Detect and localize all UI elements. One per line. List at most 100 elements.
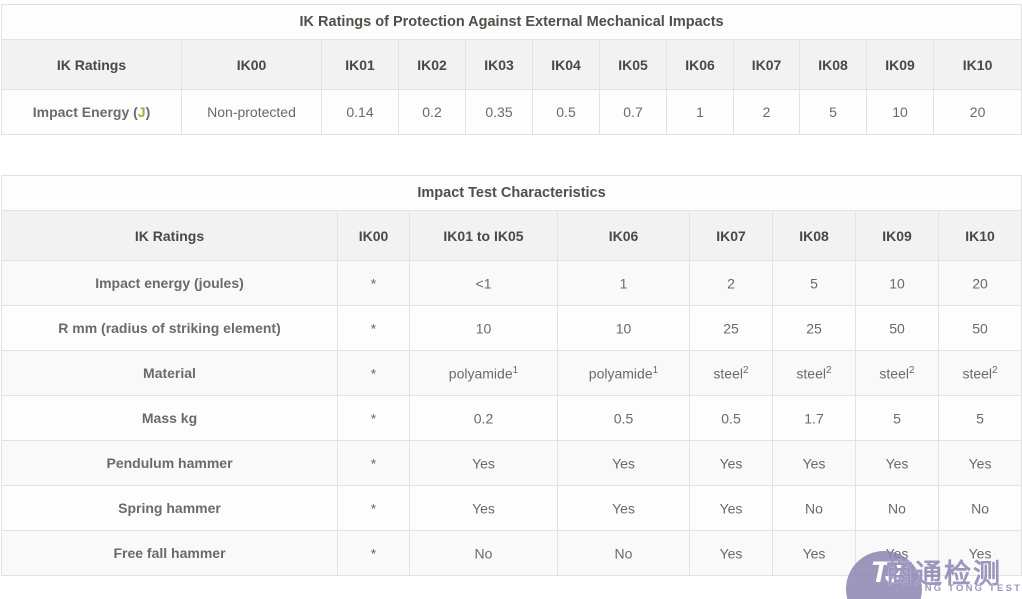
row-label: Impact energy (joules) <box>1 260 338 306</box>
table1-header-row: IK Ratings IK00 IK01 IK02 IK03 IK04 IK05… <box>1 39 1022 90</box>
cell-text: 0.2 <box>473 410 494 427</box>
row-label: Pendulum hammer <box>1 440 338 486</box>
column-header: IK05 <box>599 39 667 90</box>
ik-ratings-table: IK Ratings of Protection Against Externa… <box>0 4 1022 135</box>
cell: 50 <box>855 305 939 351</box>
cell-text: 20 <box>972 275 988 292</box>
column-header: IK06 <box>666 39 734 90</box>
cell-text: 25 <box>806 320 822 337</box>
cell-text: Yes <box>802 545 826 562</box>
table-row: Pendulum hammer * Yes Yes Yes Yes Yes Ye… <box>1 440 1022 486</box>
cell-text: No <box>971 500 989 517</box>
cell-text: Yes <box>719 500 743 517</box>
cell: * <box>337 440 410 486</box>
cell-superscript: 1 <box>512 364 519 376</box>
cell: No <box>557 530 690 576</box>
cell-text: 10 <box>475 320 492 337</box>
cell-text: No <box>888 500 906 517</box>
cell: 0.7 <box>599 89 667 135</box>
column-header: IK08 <box>772 210 856 261</box>
cell-text: steel <box>879 365 909 382</box>
cell-superscript: 2 <box>992 364 998 376</box>
cell: No <box>409 530 558 576</box>
cell: Yes <box>855 530 939 576</box>
cell-text: 5 <box>976 410 984 427</box>
cell-text: Yes <box>968 455 992 472</box>
row-label-text: Impact Energy ( <box>32 104 138 120</box>
cell-superscript: 2 <box>909 364 915 376</box>
cell-text: 0.5 <box>613 410 634 427</box>
row-label: Material <box>1 350 338 396</box>
cell-text: Yes <box>472 455 495 472</box>
cell: 5 <box>799 89 867 135</box>
cell-text: * <box>370 320 377 337</box>
cell-text: * <box>370 455 377 472</box>
cell-text: 0.5 <box>721 410 741 427</box>
cell: * <box>337 485 410 531</box>
cell-text: 50 <box>889 320 905 337</box>
column-header: IK10 <box>937 210 1022 261</box>
cell: 2 <box>733 89 800 135</box>
cell: 20 <box>937 260 1022 306</box>
column-header: IK00 <box>337 210 410 261</box>
cell-text: Yes <box>885 455 909 472</box>
cell: 1 <box>557 260 690 306</box>
cell-text: 10 <box>889 275 905 292</box>
cell: 1 <box>666 89 734 135</box>
column-header: IK Ratings <box>1 39 182 90</box>
cell: Yes <box>937 440 1022 486</box>
joule-unit: J <box>137 104 146 120</box>
cell-text: * <box>370 275 377 292</box>
cell-superscript: 2 <box>743 364 749 376</box>
cell-text: 2 <box>727 275 735 292</box>
cell-text: * <box>370 410 377 427</box>
table2-title: Impact Test Characteristics <box>0 175 1022 211</box>
cell-text: * <box>370 500 377 517</box>
cell: Yes <box>409 440 558 486</box>
cell: 0.2 <box>398 89 466 135</box>
column-header: IK09 <box>866 39 934 90</box>
cell: No <box>937 485 1022 531</box>
cell: 25 <box>689 305 773 351</box>
impact-test-characteristics-table: Impact Test Characteristics IK Ratings I… <box>0 175 1022 576</box>
row-label: Mass kg <box>1 395 338 441</box>
cell: 10 <box>855 260 939 306</box>
row-label: Free fall hammer <box>1 530 338 576</box>
table-row: Mass kg * 0.2 0.5 0.5 1.7 5 5 <box>1 395 1022 441</box>
cell-text: Yes <box>719 455 743 472</box>
cell-text: steel <box>713 365 743 382</box>
cell: * <box>337 350 410 396</box>
cell: * <box>337 260 410 306</box>
column-header: IK01 <box>321 39 399 90</box>
cell: 0.5 <box>532 89 600 135</box>
cell-text: 5 <box>893 410 901 427</box>
column-header: IK03 <box>465 39 533 90</box>
row-label: R mm (radius of striking element) <box>1 305 338 351</box>
cell-text: 5 <box>810 275 818 292</box>
table-row: Free fall hammer * No No Yes Yes Yes Yes <box>1 530 1022 576</box>
table-row: Material * polyamide1 polyamide1 steel2 … <box>1 350 1022 396</box>
cell: 10 <box>866 89 934 135</box>
cell: 5 <box>855 395 939 441</box>
table2-header-row: IK Ratings IK00 IK01 to IK05 IK06 IK07 I… <box>1 210 1022 261</box>
cell: * <box>337 530 410 576</box>
cell-text: 25 <box>723 320 739 337</box>
table-row: R mm (radius of striking element) * 10 1… <box>1 305 1022 351</box>
cell: Yes <box>772 440 856 486</box>
cell: 5 <box>937 395 1022 441</box>
cell-text: * <box>370 365 377 382</box>
cell: Non-protected <box>181 89 322 135</box>
table1-title: IK Ratings of Protection Against Externa… <box>0 4 1022 40</box>
cell: steel2 <box>689 350 773 396</box>
cell-text: Yes <box>968 545 992 562</box>
watermark-english-text: SHANG TONG TESTING <box>898 583 1022 594</box>
column-header: IK07 <box>689 210 773 261</box>
column-header: IK Ratings <box>1 210 338 261</box>
cell: No <box>855 485 939 531</box>
cell-text: steel <box>962 365 993 382</box>
cell: 0.14 <box>321 89 399 135</box>
column-header: IK07 <box>733 39 800 90</box>
cell: * <box>337 395 410 441</box>
table-row: Impact energy (joules) * <1 1 2 5 10 20 <box>1 260 1022 306</box>
